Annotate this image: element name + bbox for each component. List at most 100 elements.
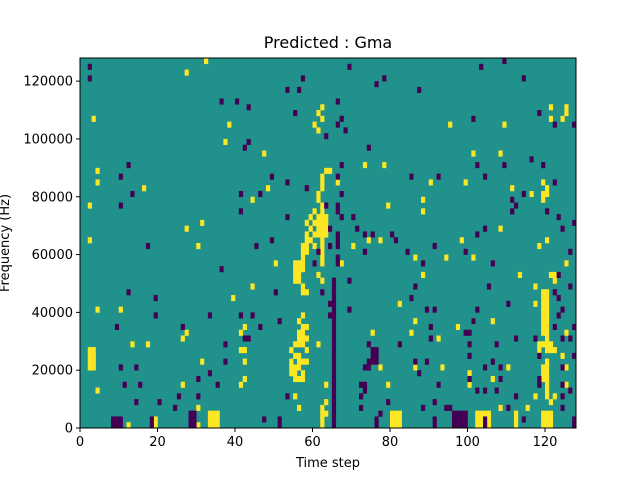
heatmap-cell-low <box>328 300 333 307</box>
heatmap-cell-high <box>289 358 294 365</box>
heatmap-cell-low <box>335 98 340 105</box>
heatmap-cell-high <box>541 422 546 429</box>
heatmap-cell-high <box>320 208 325 215</box>
heatmap-cell-high <box>316 341 321 348</box>
heatmap-cell-high <box>548 115 554 122</box>
heatmap-cell-low <box>324 202 329 209</box>
heatmap-cell-low <box>188 422 193 429</box>
heatmap-cell-low <box>285 393 290 400</box>
heatmap-cell-low <box>572 323 577 331</box>
heatmap-cell-high <box>200 358 205 365</box>
heatmap-cell-low <box>335 237 340 244</box>
heatmap-cell-high <box>545 387 550 394</box>
heatmap-cell-high <box>312 243 317 250</box>
heatmap-cell-low <box>145 243 151 250</box>
heatmap-cell-high <box>564 104 569 111</box>
heatmap-cell-low <box>324 133 329 140</box>
heatmap-cell-low <box>118 416 123 423</box>
heatmap-cell-high <box>87 202 92 209</box>
heatmap-cell-low <box>413 358 418 365</box>
heatmap-cell-high <box>548 422 554 429</box>
heatmap-cell-high <box>184 225 189 232</box>
heatmap-cell-high <box>320 422 325 429</box>
heatmap-cell-high <box>316 271 321 278</box>
heatmap-cell-low <box>432 422 437 429</box>
heatmap-cell-low <box>490 260 495 267</box>
heatmap-cell-high <box>479 422 484 429</box>
heatmap-cell-low <box>347 63 352 70</box>
heatmap-cell-low <box>277 416 282 423</box>
heatmap-cell-high <box>386 381 391 388</box>
heatmap-cell-low <box>409 295 414 302</box>
heatmap-cell-low <box>378 410 383 417</box>
heatmap-cell-high <box>293 364 298 371</box>
heatmap-cell-high <box>545 190 550 198</box>
heatmap-cell-low <box>297 86 302 93</box>
heatmap-cell-high <box>87 347 92 354</box>
heatmap-cell-high <box>304 358 309 365</box>
heatmap-cell-high <box>300 375 306 383</box>
heatmap-cell-low <box>455 416 461 423</box>
heatmap-cell-low <box>114 422 120 429</box>
heatmap-cell-high <box>215 416 220 423</box>
heatmap-cell-high <box>413 254 418 261</box>
heatmap-cell-low <box>366 364 371 371</box>
heatmap-cell-high <box>320 243 325 250</box>
heatmap-cell-low <box>238 208 244 215</box>
y-tick-label: 100000 <box>23 132 73 147</box>
heatmap-cell-high <box>475 422 480 429</box>
heatmap-cell-low <box>173 404 178 411</box>
heatmap-cell-low <box>386 399 391 406</box>
heatmap-cell-low <box>552 323 557 331</box>
heatmap-cell-low <box>362 381 368 388</box>
heatmap-cell-high <box>91 364 96 371</box>
heatmap-cell-high <box>196 243 201 250</box>
heatmap-cell-high <box>382 162 387 169</box>
heatmap-cell-high <box>463 179 468 186</box>
heatmap-cell-low <box>111 416 116 423</box>
heatmap-cell-low <box>196 375 201 383</box>
heatmap-cell-high <box>459 237 464 244</box>
heatmap-cell-high <box>320 214 325 221</box>
heatmap-cell-high <box>545 364 550 371</box>
heatmap-cell-low <box>521 75 526 82</box>
heatmap-cell-high <box>312 208 317 215</box>
heatmap-cell-high <box>320 202 325 209</box>
heatmap-cell-high <box>362 162 368 169</box>
heatmap-cell-high <box>320 179 325 186</box>
heatmap-cell-low <box>463 410 468 417</box>
heatmap-cell-high <box>486 410 492 417</box>
heatmap-cell-low <box>382 75 387 82</box>
heatmap-cell-low <box>269 173 275 180</box>
heatmap-cell-high <box>471 150 476 157</box>
heatmap-cell-high <box>548 410 554 417</box>
heatmap-cell-high <box>308 237 313 244</box>
x-tick-label: 100 <box>455 435 480 450</box>
heatmap-cell-high <box>537 243 542 250</box>
heatmap-cell-high <box>304 243 309 250</box>
heatmap-cell-low <box>494 387 499 394</box>
heatmap-cell-low <box>331 364 337 371</box>
heatmap-cell-high <box>95 306 100 313</box>
heatmap-cell-high <box>320 104 325 111</box>
heatmap-cell-low <box>331 399 337 406</box>
heatmap-cell-high <box>541 179 546 186</box>
heatmap-cell-low <box>246 335 251 342</box>
x-tick-label: 0 <box>76 435 84 450</box>
heatmap-cell-low <box>405 248 410 255</box>
heatmap-cell-high <box>316 231 321 238</box>
heatmap-cell-low <box>114 323 120 331</box>
heatmap-cell-high <box>238 347 244 354</box>
heatmap-cell-low <box>134 364 139 371</box>
heatmap-cell-low <box>331 277 337 284</box>
heatmap-cell-low <box>331 335 337 342</box>
heatmap-cell-low <box>335 173 340 180</box>
heatmap-cell-high <box>300 289 306 296</box>
heatmap-cell-high <box>409 329 414 336</box>
heatmap-cell-high <box>545 237 550 244</box>
heatmap-cell-high <box>564 329 569 336</box>
heatmap-cell-low <box>242 335 247 342</box>
heatmap-cell-high <box>552 393 557 400</box>
heatmap-cell-low <box>331 341 337 348</box>
